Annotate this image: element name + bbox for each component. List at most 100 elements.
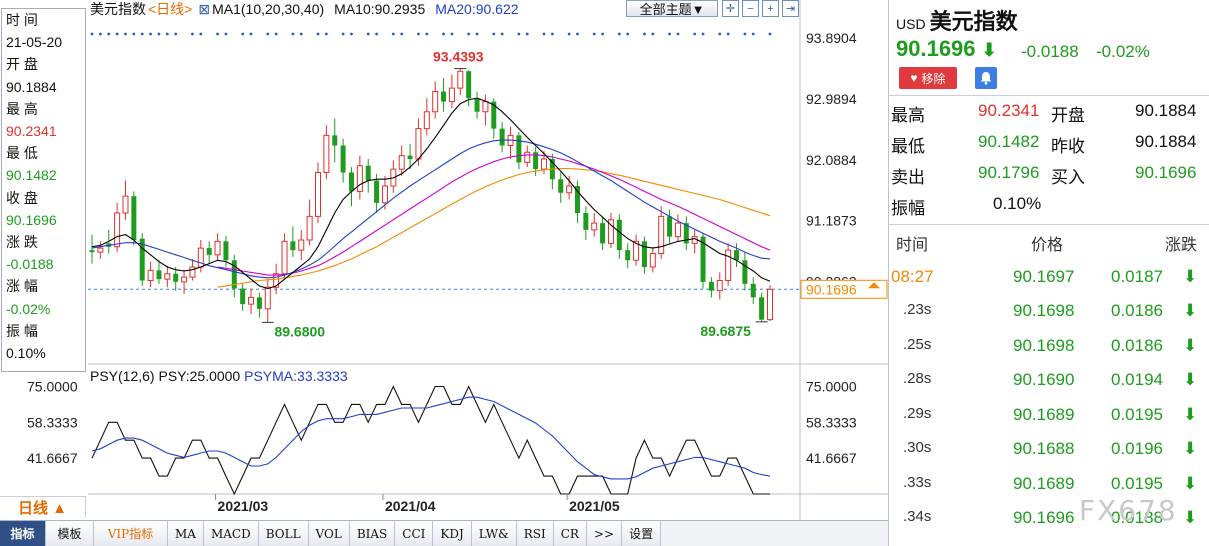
tick-row: .30s 90.1688 0.0196 ⬇ — [889, 432, 1209, 467]
signal-dot — [768, 32, 772, 36]
signal-dot — [550, 32, 554, 36]
down-arrow-icon: ⬇ — [1183, 473, 1198, 493]
signal-dot — [442, 32, 445, 36]
signal-dot — [450, 32, 454, 36]
tab-bias[interactable]: BIAS — [349, 521, 396, 546]
signal-dot — [316, 32, 320, 36]
tick-change: 0.0195 — [1111, 473, 1163, 493]
zoom-out-icon[interactable]: − — [742, 0, 759, 17]
candle-body — [197, 247, 204, 268]
tab-settings[interactable]: 设置 — [622, 521, 662, 546]
tab-kdj[interactable]: KDJ — [433, 521, 472, 546]
candle-body — [381, 185, 388, 204]
tab-lw[interactable]: LW& — [471, 521, 517, 546]
tab-template[interactable]: 模板 — [46, 521, 94, 546]
stats-row-amplitude: 振幅 0.10% — [891, 194, 1042, 218]
zoom-in-icon[interactable]: + — [762, 0, 779, 17]
quote-panel: USD 美元指数 90.1696 ⬇ -0.0188 -0.02% ♥ 移除 最高 … — [888, 0, 1209, 546]
candle-body — [356, 165, 363, 192]
ma30-line — [217, 154, 771, 276]
candle-body — [633, 240, 640, 261]
change-label: 涨 跌 — [6, 234, 38, 251]
tab-cci[interactable]: CCI — [395, 521, 434, 546]
candle-body — [281, 240, 288, 275]
bell-icon — [980, 72, 992, 85]
crosshair-icon[interactable]: ✛ — [722, 0, 739, 17]
kline-chart[interactable]: 93.890492.989492.088491.187390.286390.16… — [0, 0, 888, 520]
signal-dot — [266, 32, 270, 36]
forward-icon[interactable]: ⇥ — [782, 0, 799, 17]
ohlc-info-panel: 时 间 21-05-20 开 盘 90.1884 最 高 90.2341 最 低… — [1, 8, 86, 372]
tick-price: 90.1689 — [1013, 473, 1075, 493]
tab-indicator[interactable]: 指标 — [0, 521, 46, 546]
remove-watchlist-button[interactable]: ♥ 移除 — [899, 67, 957, 89]
candle-body — [407, 155, 413, 159]
candle-body — [616, 219, 622, 251]
psy-value: PSY:25.0000 — [158, 368, 244, 384]
tab-rsi[interactable]: RSI — [516, 521, 554, 546]
tick-time: .34s — [903, 508, 932, 525]
period-toggle-button[interactable]: 日线 ▲ — [0, 496, 86, 518]
candle-body — [683, 223, 689, 244]
psy-name: PSY(12,6) — [90, 368, 158, 384]
signal-dot — [417, 32, 420, 36]
tick-change: 0.0187 — [1111, 266, 1163, 286]
tab-macd[interactable]: MACD — [203, 521, 259, 546]
psyma-value: PSYMA:33.3333 — [244, 368, 348, 384]
ma-params-label[interactable]: MA1(10,20,30,40) — [212, 1, 325, 17]
amplitude-label: 振 幅 — [6, 322, 38, 339]
tab-ma[interactable]: MA — [168, 521, 204, 546]
tab-vol[interactable]: VOL — [308, 521, 350, 546]
candle-body — [524, 151, 531, 163]
candle-body — [734, 250, 740, 261]
tab-more[interactable]: >> — [586, 521, 623, 546]
candle-body — [482, 101, 489, 113]
candle-body — [315, 172, 321, 217]
ma20-line — [91, 139, 771, 279]
candle-body — [423, 111, 430, 130]
down-arrow-icon: ⬇ — [1183, 370, 1198, 389]
psy-line — [91, 385, 770, 496]
candle-body — [541, 158, 547, 170]
signal-dot — [400, 32, 404, 36]
signal-dot — [592, 32, 596, 36]
signal-dot — [743, 32, 747, 36]
signal-dot — [651, 32, 655, 36]
tick-row: .29s 90.1689 0.0195 ⬇ — [889, 398, 1209, 433]
date-axis-label: 2021/03 — [218, 498, 269, 514]
candle-body — [767, 288, 773, 321]
tab-vip-indicator[interactable]: VIP指标 — [94, 521, 168, 546]
tick-time: .29s — [903, 404, 932, 422]
period-label[interactable]: <日线> — [148, 1, 193, 17]
candle-body — [607, 219, 614, 244]
range-value: -0.02% — [6, 300, 51, 317]
tab-boll[interactable]: BOLL — [258, 521, 309, 546]
theme-select-button[interactable]: 全部主题▼ — [626, 0, 718, 17]
psy-legend: PSY(12,6) PSY:25.0000 PSYMA:33.3333 — [90, 368, 348, 384]
signal-dot — [341, 32, 345, 36]
tab-cr[interactable]: CR — [553, 521, 587, 546]
tick-row: .23s 90.1698 0.0186 ⬇ — [889, 294, 1209, 329]
psy-axis-label: 75.0000 — [806, 378, 857, 394]
signal-dot — [124, 32, 127, 36]
tick-row: 08:27 90.1697 0.0187 ⬇ — [889, 260, 1209, 295]
psy-axis-label: 41.6667 — [806, 450, 857, 466]
ma20-value: MA20:90.622 — [435, 1, 519, 17]
tick-price: 90.1698 — [1013, 301, 1075, 320]
alert-button[interactable] — [975, 67, 997, 89]
signal-dot — [224, 32, 228, 36]
signal-dot — [668, 32, 671, 36]
open-label: 开 盘 — [6, 56, 38, 73]
candle-body — [415, 128, 422, 160]
price-axis-label: 91.1873 — [806, 213, 857, 229]
current-price-box — [800, 279, 888, 299]
signal-dot — [718, 32, 722, 36]
tick-time: .33s — [903, 473, 932, 491]
candle-body — [332, 135, 338, 146]
current-price-marker-icon — [868, 282, 880, 289]
ma10-line — [91, 97, 771, 290]
candle-body — [164, 273, 171, 280]
candle-body — [708, 281, 714, 291]
candle-body — [156, 270, 162, 280]
